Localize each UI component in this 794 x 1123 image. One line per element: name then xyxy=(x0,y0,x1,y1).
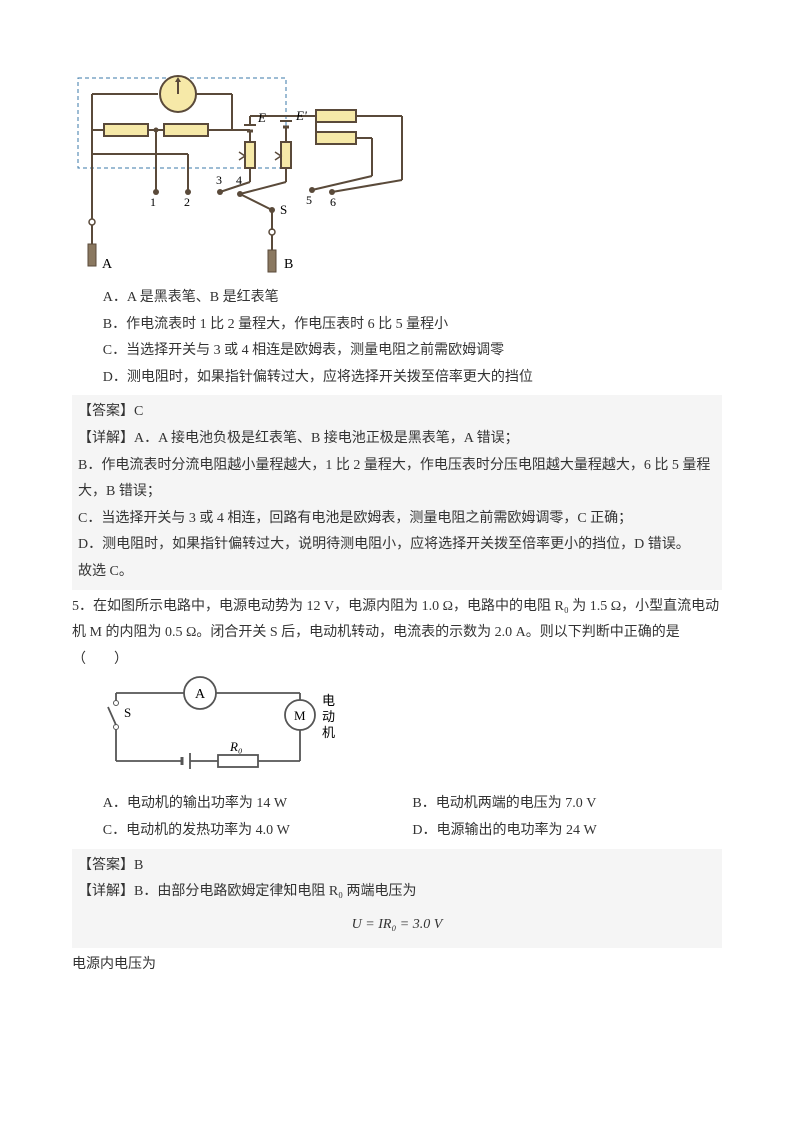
q4-conclusion: 故选 C。 xyxy=(78,559,716,586)
q4-detail-D: D．测电阻时，如果指针偏转过大，说明待测电阻小，应将选择开关拨至倍率更小的挡位，… xyxy=(78,532,716,559)
circuit-diagram-q4: A B E E' S 1 2 3 4 5 6 xyxy=(72,72,722,277)
label-R0: R₀ xyxy=(229,739,242,754)
q4-option-A: A．A 是黑表笔、B 是红表笔 xyxy=(72,285,722,312)
svg-text:1: 1 xyxy=(150,195,156,209)
q5-detail: 【详解】B．由部分电路欧姆定律知电阻 R₀ 两端电压为 xyxy=(78,879,716,906)
q5-tail: 电源内电压为 xyxy=(72,952,722,979)
label-ammeter: A xyxy=(195,687,206,702)
q4-detail-B: B．作电流表时分流电阻越小量程越大，1 比 2 量程大，作电压表时分压电阻越大量… xyxy=(78,453,716,506)
q4-detail-A: 【详解】A．A 接电池负极是红表笔、B 接电池正极是黑表笔，A 错误； xyxy=(78,426,716,453)
svg-text:5: 5 xyxy=(306,193,312,207)
label-A: A xyxy=(102,257,113,272)
q4-detail-C: C．当选择开关与 3 或 4 相连，回路有电池是欧姆表，测量电阻之前需欧姆调零，… xyxy=(78,506,716,533)
label-switch-S: S xyxy=(124,705,131,720)
label-E: E xyxy=(257,110,266,125)
label-motor-1: 电 xyxy=(322,693,335,708)
label-Ep: E' xyxy=(295,108,307,123)
q5-option-C: C．电动机的发热功率为 4.0 W xyxy=(103,818,413,845)
label-S: S xyxy=(280,202,287,217)
label-motor-3: 机 xyxy=(322,725,335,740)
svg-text:6: 6 xyxy=(330,195,336,209)
circuit-diagram-q5: A M R₀ S 电 动 机 xyxy=(72,673,722,783)
svg-text:4: 4 xyxy=(236,173,242,187)
q4-option-D: D．测电阻时，如果指针偏转过大，应将选择开关拨至倍率更大的挡位 xyxy=(72,365,722,392)
q4-answer: 【答案】C xyxy=(78,399,716,426)
svg-text:2: 2 xyxy=(184,195,190,209)
q5-formula: U = IR₀ = 3.0 V xyxy=(78,912,716,939)
q4-option-C: C．当选择开关与 3 或 4 相连是欧姆表，测量电阻之前需欧姆调零 xyxy=(72,338,722,365)
q4-answer-block: 【答案】C 【详解】A．A 接电池负极是红表笔、B 接电池正极是黑表笔，A 错误… xyxy=(72,395,722,589)
q5-stem: 5．在如图所示电路中，电源电动势为 12 V，电源内阻为 1.0 Ω，电路中的电… xyxy=(72,594,722,674)
q5-option-D: D．电源输出的电功率为 24 W xyxy=(412,818,722,845)
q5-answer-block: 【答案】B 【详解】B．由部分电路欧姆定律知电阻 R₀ 两端电压为 U = IR… xyxy=(72,849,722,949)
q4-option-B: B．作电流表时 1 比 2 量程大，作电压表时 6 比 5 量程小 xyxy=(72,312,722,339)
q5-option-A: A．电动机的输出功率为 14 W xyxy=(103,791,413,818)
label-B: B xyxy=(284,257,293,272)
label-motor-M: M xyxy=(294,708,306,723)
svg-text:3: 3 xyxy=(216,173,222,187)
q5-answer: 【答案】B xyxy=(78,853,716,880)
label-motor-2: 动 xyxy=(322,709,335,724)
q5-option-B: B．电动机两端的电压为 7.0 V xyxy=(412,791,722,818)
